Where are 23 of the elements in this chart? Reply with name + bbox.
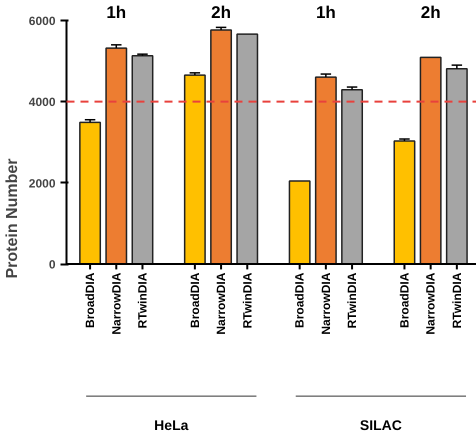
y-tick-label: 6000 — [28, 14, 56, 28]
x-tick-label: BroadDIA — [397, 272, 412, 328]
text: HeLa — [154, 416, 189, 433]
y-axis-title: Protein Number — [4, 158, 21, 279]
y-tick-label: 0 — [48, 258, 56, 272]
x-tick-label: RTwinDIA — [450, 272, 464, 328]
annotation: 2h — [420, 2, 441, 22]
y-tick-label: 2000 — [28, 176, 56, 190]
x-tick-label: RTwinDIA — [135, 272, 150, 328]
annotation: 1h — [106, 2, 126, 22]
x-tick-label: NarrowDIA — [214, 272, 228, 335]
x-tick-label: BroadDIA — [188, 272, 202, 328]
x-tick-label: NarrowDIA — [424, 272, 438, 335]
x-tick-label: NarrowDIA — [318, 272, 333, 335]
x-tick-label: BroadDIA — [83, 272, 98, 328]
text: SILAC — [360, 416, 402, 433]
annotation: 2h — [211, 2, 231, 22]
annotation: 1h — [316, 2, 336, 22]
y-tick-label: 4000 — [28, 95, 56, 110]
x-tick-label: RTwinDIA — [240, 272, 254, 328]
x-tick-label: RTwinDIA — [345, 272, 360, 328]
x-tick-label: NarrowDIA — [109, 272, 124, 335]
x-tick-label: BroadDIA — [292, 272, 307, 328]
